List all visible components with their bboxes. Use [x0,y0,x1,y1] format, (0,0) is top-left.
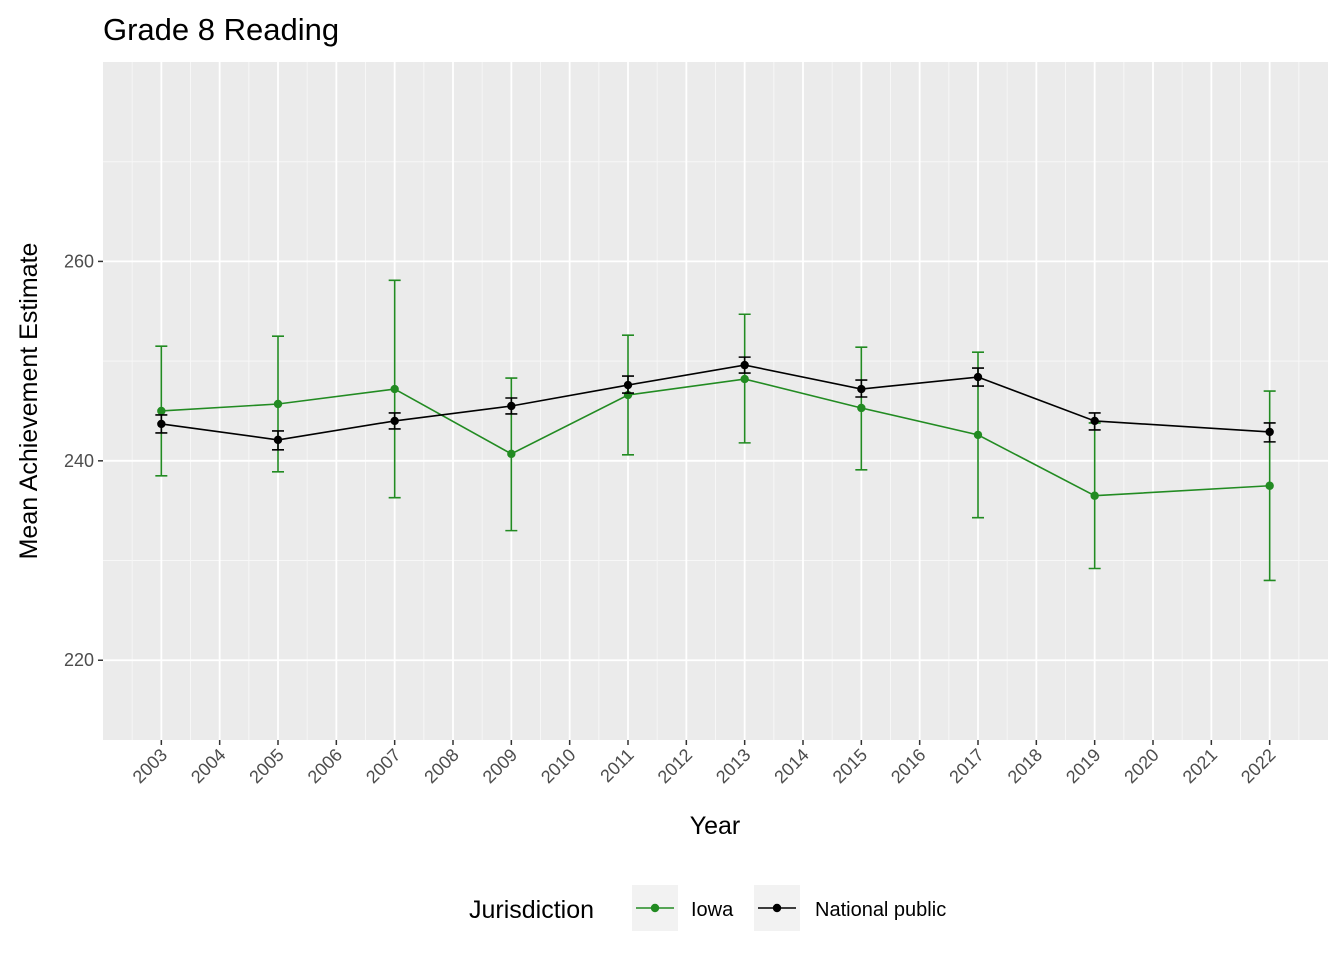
y-tick-label: 220 [64,650,94,670]
x-tick-label: 2003 [129,745,171,787]
data-point [623,380,633,390]
data-point [857,384,866,394]
x-tick-label: 2018 [1004,745,1046,787]
x-tick-label: 2008 [420,745,462,787]
x-tick-label: 2020 [1120,745,1162,787]
x-axis-title: Year [690,812,741,840]
x-tick-label: 2013 [712,745,754,787]
data-point [390,416,399,426]
chart-title: Grade 8 Reading [103,12,340,47]
data-point [973,372,983,382]
data-point [973,430,983,440]
data-point [390,384,399,394]
data-point [1090,491,1099,500]
x-tick-label: 2004 [187,745,229,787]
legend-label: Iowa [691,899,734,921]
major-gridlines [103,62,1328,740]
series-line [161,378,1270,497]
series-line [161,364,1270,441]
legend-label: National public [815,899,946,921]
x-tick-label: 2017 [945,745,987,787]
x-tick-label: 2007 [362,745,404,787]
x-tick-label: 2016 [887,745,929,787]
data-point [507,401,516,411]
y-tick-label: 260 [64,251,94,271]
x-tick-label: 2005 [245,745,287,787]
data-point [1265,481,1274,490]
y-axis: 220 240 260 [64,251,103,670]
series-layer [155,279,1276,582]
x-tick-label: 2009 [479,745,521,787]
data-point [273,399,283,409]
legend: Jurisdiction Iowa National public [469,885,946,931]
legend-title: Jurisdiction [469,896,594,924]
x-tick-label: 2010 [537,745,579,787]
data-point [157,419,166,429]
x-tick-label: 2014 [770,745,812,787]
x-tick-label: 2019 [1062,745,1104,787]
data-point [157,406,166,416]
y-tick-label: 240 [64,451,94,471]
series-1 [155,356,1276,451]
x-tick-label: 2015 [829,745,871,787]
x-tick-label: 2011 [596,745,638,787]
data-point [857,403,866,413]
data-point [273,435,283,445]
x-tick-label: 2006 [304,745,346,787]
x-tick-label: 2012 [654,745,696,787]
data-point [1265,427,1274,437]
x-axis: 2003 2004 2005 2006 2007 2008 2009 2010 2011 2012… [129,740,1279,787]
legend-key-point [650,903,660,913]
y-axis-title: Mean Achievement Estimate [15,243,43,560]
x-tick-label: 2021 [1179,745,1221,787]
data-point [740,374,749,384]
data-point [740,360,749,370]
x-tick-label: 2022 [1237,745,1279,787]
data-point [1090,416,1099,426]
legend-key-point [772,903,782,913]
data-point [507,449,516,459]
series-0 [155,279,1276,582]
